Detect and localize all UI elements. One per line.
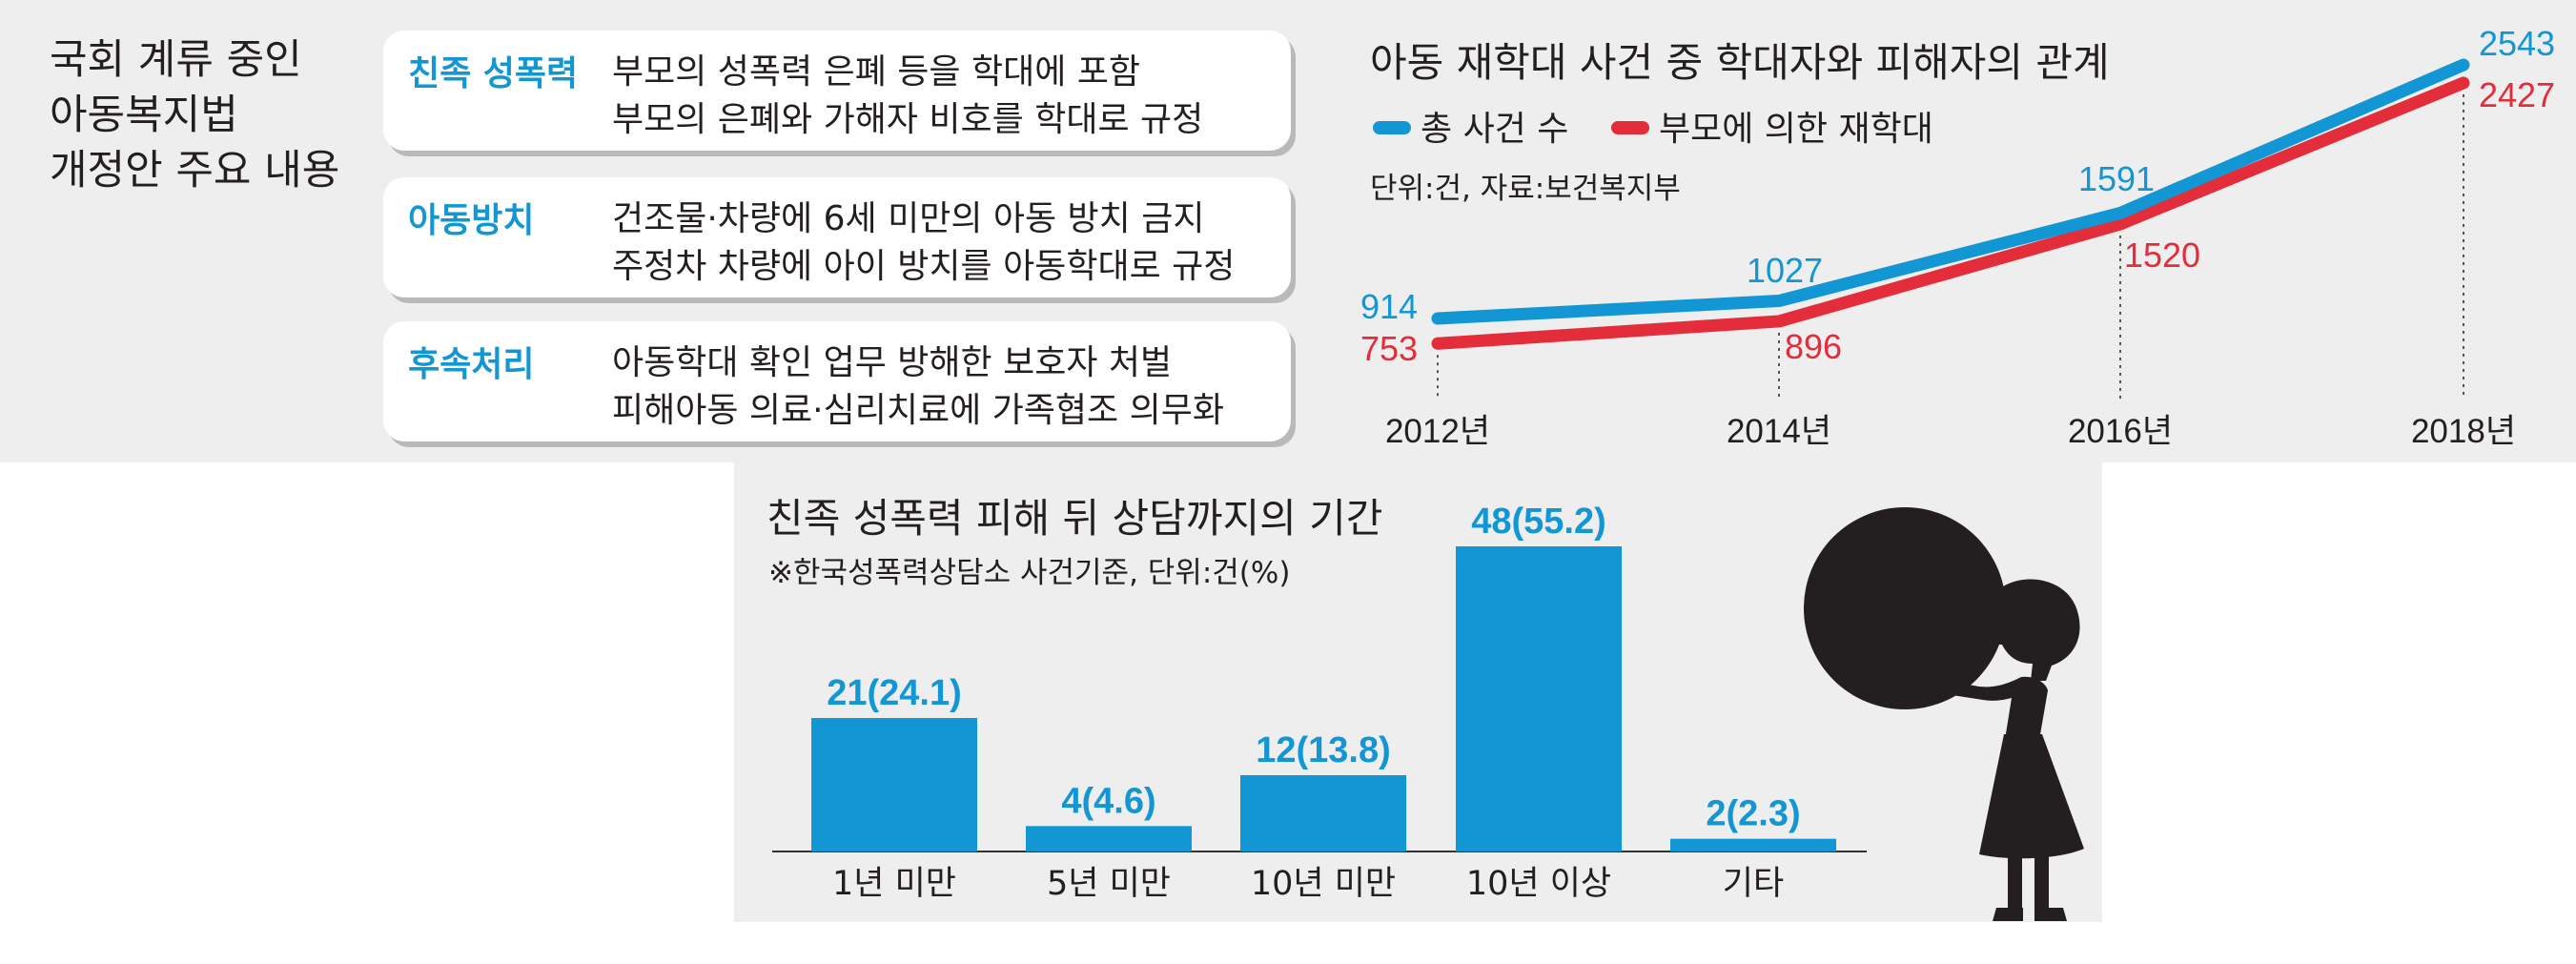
law-card-line: 건조물·차량에 6세 미만의 아동 방치 금지 xyxy=(612,199,1205,238)
bar-category-label: 10년 미만 xyxy=(1251,865,1396,903)
legend-total-cases: 총 사건 수 xyxy=(1373,101,1568,151)
bar-chart-note: ※한국성폭력상담소 사건기준, 단위:건(%) xyxy=(768,556,1291,590)
line-chart-note: 단위:건, 자료:보건복지부 xyxy=(1370,172,1681,206)
line-chart-title: 아동 재학대 사건 중 학대자와 피해자의 관계 xyxy=(1370,39,2110,86)
x-tick-label: 2018년 xyxy=(2411,413,2516,450)
bar-chart: 21(24.1) 1년 미만 4(4.6) 5년 미만 12(13.8) 10년 미만 48… xyxy=(772,502,1867,903)
bar-category-label: 5년 미만 xyxy=(1047,865,1171,903)
legend-label: 부모에 의한 재학대 xyxy=(1659,110,1933,149)
data-label-parental: 1520 xyxy=(2124,236,2200,275)
bar-category-label: 1년 미만 xyxy=(832,865,956,903)
law-card-child-neglect: 아동방치 건조물·차량에 6세 미만의 아동 방치 금지 주정차 차량에 아이 … xyxy=(383,177,1291,297)
x-tick-label: 2016년 xyxy=(2068,413,2173,450)
law-card-category: 친족 성폭력 xyxy=(408,54,579,93)
data-label-parental: 896 xyxy=(1785,327,1842,366)
bar-chart-title: 친족 성폭력 피해 뒤 상담까지의 기간 xyxy=(767,495,1383,542)
law-card-follow-up: 후속처리 아동학대 확인 업무 방해한 보호자 처벌 피해아동 의료·심리치료에… xyxy=(383,321,1291,441)
ball-icon xyxy=(1804,507,2006,709)
bar-category-label: 기타 xyxy=(1723,865,1784,903)
law-card-line: 아동학대 확인 업무 방해한 보호자 처벌 xyxy=(612,343,1173,382)
bar-category-label: 10년 이상 xyxy=(1466,865,1611,903)
girl-silhouette-icon xyxy=(1928,579,2084,921)
bar-0 xyxy=(811,718,977,851)
law-card-category: 후속처리 xyxy=(408,345,535,384)
legend-swatch-red xyxy=(1611,121,1649,134)
law-card-line: 피해아동 의료·심리치료에 가족협조 의무화 xyxy=(612,391,1224,430)
data-label-total: 914 xyxy=(1360,287,1418,326)
bar-value-label: 48(55.2) xyxy=(1471,502,1606,542)
series-line-0 xyxy=(1431,58,2470,325)
line-chart: 2012년 2014년 2016년 2018년 914 1027 1591 2543 753 89… xyxy=(1360,24,2555,450)
law-card-line: 주정차 차량에 아이 방치를 아동학대로 규정 xyxy=(612,247,1236,286)
girl-with-ball-illustration xyxy=(1804,507,2084,921)
legend-label: 총 사건 수 xyxy=(1421,110,1569,149)
law-card-family-sexual-violence: 친족 성폭력 부모의 성폭력 은폐 등을 학대에 포함 부모의 은폐와 가해자 … xyxy=(383,31,1291,151)
data-label-total: 1591 xyxy=(2078,159,2155,198)
data-label-total: 2543 xyxy=(2479,24,2555,63)
data-label-total: 1027 xyxy=(1747,251,1823,290)
bar-3 xyxy=(1456,546,1622,851)
bar-4 xyxy=(1670,838,1836,851)
bar-value-label: 4(4.6) xyxy=(1061,781,1155,821)
bar-value-label: 21(24.1) xyxy=(827,673,962,713)
bar-value-label: 12(13.8) xyxy=(1256,730,1391,770)
law-card-line: 부모의 은폐와 가해자 비호를 학대로 규정 xyxy=(612,100,1204,139)
x-tick-label: 2012년 xyxy=(1385,413,1490,450)
bar-2 xyxy=(1240,775,1406,851)
bar-value-label: 2(2.3) xyxy=(1706,794,1800,834)
legend-parental-reabuse: 부모에 의한 재학대 xyxy=(1611,101,1933,151)
data-label-parental: 2427 xyxy=(2479,75,2555,114)
bar-1 xyxy=(1026,826,1192,851)
data-label-parental: 753 xyxy=(1360,329,1418,368)
x-tick-label: 2014년 xyxy=(1727,413,1831,450)
law-summary-title: 국회 계류 중인 아동복지법 개정안 주요 내용 xyxy=(50,36,340,195)
law-card-category: 아동방치 xyxy=(408,201,535,240)
legend-swatch-blue xyxy=(1373,121,1411,134)
law-card-line: 부모의 성폭력 은폐 등을 학대에 포함 xyxy=(612,52,1141,92)
series-line-1 xyxy=(1431,76,2470,350)
